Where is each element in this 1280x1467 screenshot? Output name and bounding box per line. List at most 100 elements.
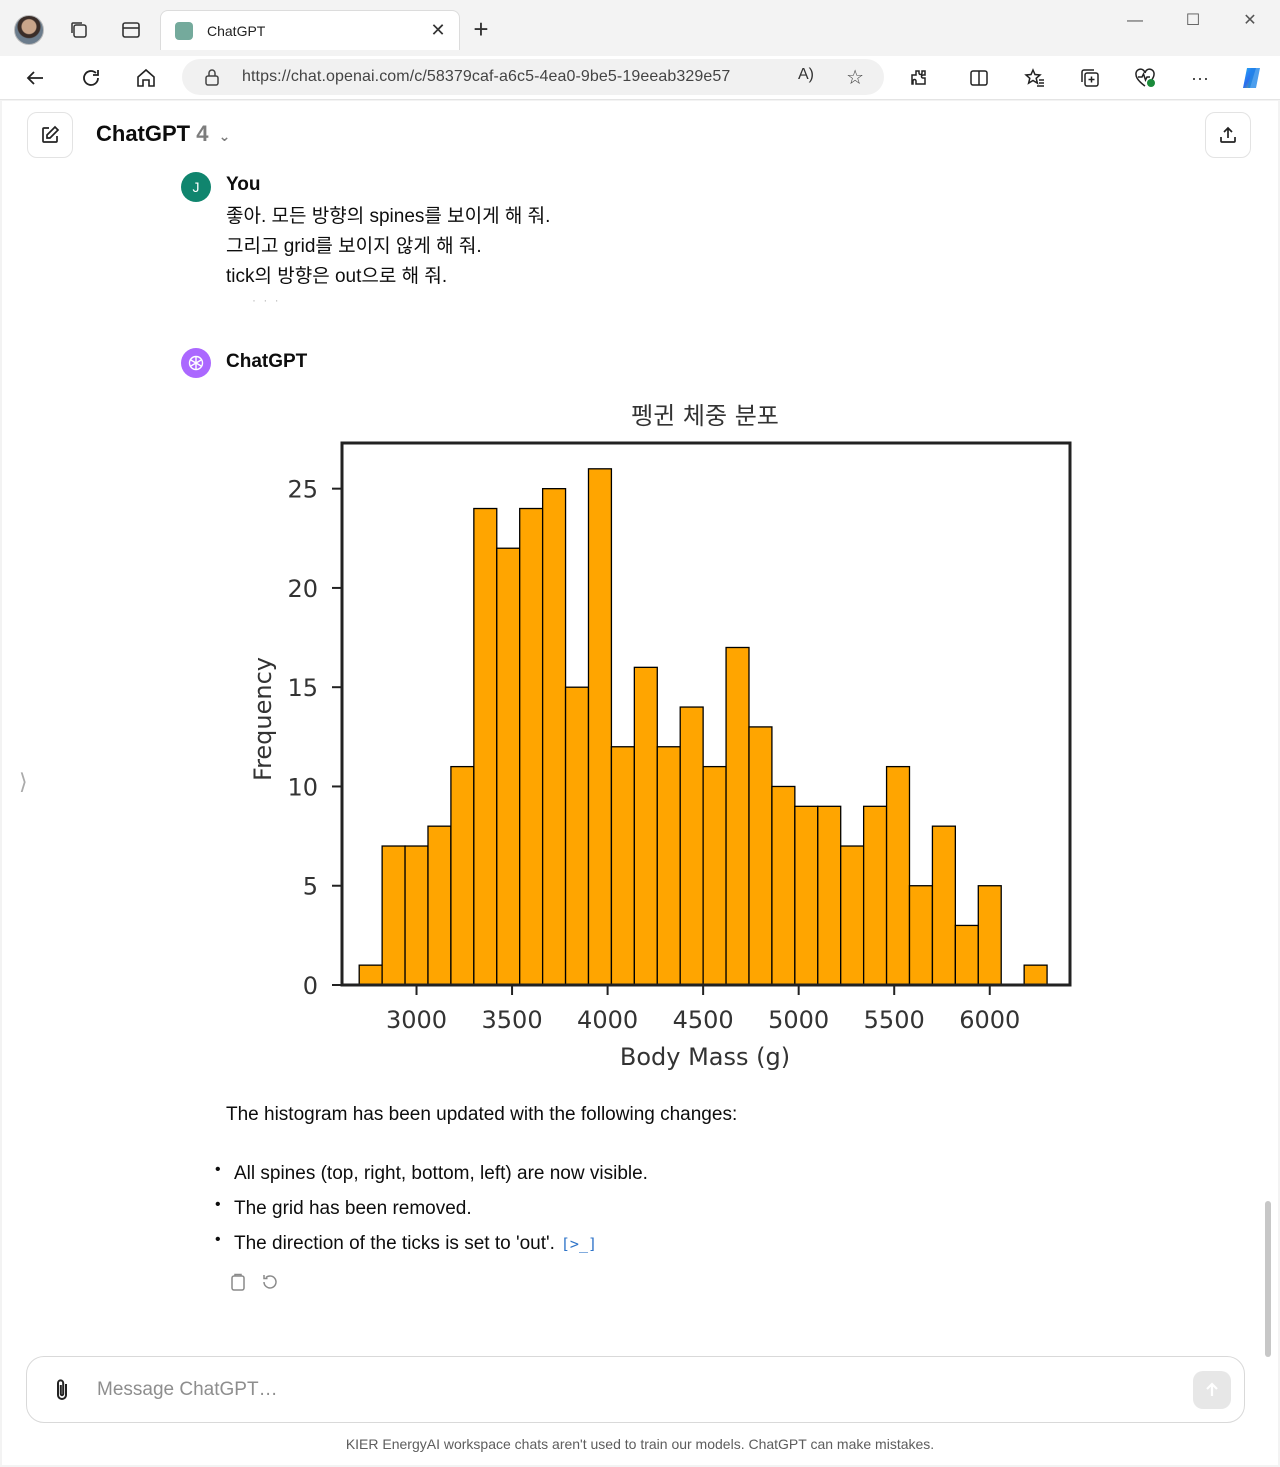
list-item-text: The grid has been removed. — [234, 1198, 472, 1219]
assistant-summary: The histogram has been updated with the … — [226, 1104, 738, 1125]
user-message-text: 좋아. 모든 방향의 spines를 보이게 해 줘. 그리고 grid를 보이… — [226, 202, 550, 292]
view-analysis-link[interactable]: [>_] — [560, 1235, 598, 1253]
url-text[interactable]: https://chat.openai.com/c/58379caf-a6c5-… — [242, 68, 731, 85]
histogram-bar — [427, 825, 452, 986]
histogram-bar — [473, 507, 498, 986]
workspaces-icon[interactable] — [64, 15, 94, 45]
message-composer — [26, 1356, 1245, 1423]
x-tick-label: 5500 — [864, 1006, 925, 1034]
x-tick-label: 3500 — [482, 1006, 543, 1034]
x-tick-label: 4000 — [577, 1006, 638, 1034]
histogram-bar — [931, 825, 957, 986]
y-axis-label: Frequency — [249, 657, 277, 781]
histogram-chart: 펭귄 체중 분포 3000 3500 4000 4500 5000 5500 6000 0 5… — [240, 391, 1088, 1081]
histogram-bar — [541, 488, 567, 986]
histogram-bar — [771, 785, 796, 986]
back-icon[interactable] — [20, 63, 50, 93]
histogram-bars — [358, 468, 1048, 986]
list-item: The grid has been removed. — [214, 1190, 648, 1229]
close-window-icon[interactable]: ✕ — [1243, 12, 1257, 29]
histogram-bar — [1023, 964, 1048, 986]
list-item: All spines (top, right, bottom, left) ar… — [214, 1155, 648, 1194]
address-bar[interactable]: https://chat.openai.com/c/58379caf-a6c5-… — [182, 59, 884, 95]
histogram-bar — [450, 765, 475, 986]
histogram-bar — [725, 646, 750, 986]
histogram-bar — [794, 805, 819, 986]
tab-title: ChatGPT — [207, 23, 266, 39]
close-tab-icon[interactable]: ✕ — [430, 20, 446, 40]
histogram-bar — [862, 805, 888, 986]
model-name: ChatGPT — [96, 121, 191, 146]
histogram-bar — [633, 666, 658, 986]
histogram-svg: 펭귄 체중 분포 3000 3500 4000 4500 5000 5500 6000 0 5… — [249, 402, 1072, 1071]
histogram-bar — [840, 845, 865, 986]
y-tick-label: 5 — [303, 873, 318, 901]
plot-frame — [340, 441, 1072, 987]
extensions-icon[interactable] — [904, 63, 934, 93]
message-input[interactable] — [97, 1369, 1177, 1411]
histogram-bar — [496, 547, 521, 986]
chat-page: ChatGPT 4 ⌄ ⟩ J You 좋아. 모든 방향의 spines를 보… — [2, 101, 1278, 1465]
message-fade — [226, 291, 626, 311]
share-button[interactable] — [1205, 112, 1251, 158]
message-actions — [228, 1272, 280, 1292]
tab-chatgpt[interactable]: ChatGPT ✕ — [160, 10, 460, 50]
more-icon[interactable]: ··· — [1191, 67, 1209, 88]
x-tick-label: 4500 — [673, 1006, 734, 1034]
chatgpt-avatar-icon — [181, 348, 211, 378]
x-tick-label: 5000 — [768, 1006, 829, 1034]
list-item-text: The direction of the ticks is set to 'ou… — [234, 1233, 555, 1254]
minimize-icon[interactable]: — — [1127, 12, 1143, 29]
truncation-ellipsis[interactable]: · · · — [252, 293, 281, 307]
histogram-bar — [358, 964, 383, 986]
new-chat-button[interactable] — [27, 112, 73, 158]
y-tick-label: 10 — [287, 773, 318, 801]
send-button[interactable] — [1193, 1371, 1231, 1409]
copy-icon[interactable] — [228, 1272, 248, 1292]
home-icon[interactable] — [131, 63, 161, 93]
disclaimer-text: KIER EnergyAI workspace chats aren't use… — [345, 1436, 935, 1452]
list-item: The direction of the ticks is set to 'ou… — [214, 1225, 648, 1264]
model-version: 4 — [196, 121, 209, 146]
browser-essentials-icon[interactable] — [1130, 63, 1160, 93]
tab-actions-icon[interactable] — [116, 15, 146, 45]
chart-title: 펭귄 체중 분포 — [631, 402, 779, 430]
model-picker[interactable]: ChatGPT 4 ⌄ — [96, 121, 230, 147]
histogram-bar — [885, 765, 911, 986]
y-tick-label: 15 — [287, 674, 318, 702]
histogram-bar — [817, 805, 842, 986]
user-message-line: tick의 방향은 out으로 해 줘. — [226, 266, 448, 287]
regenerate-icon[interactable] — [260, 1272, 280, 1292]
histogram-bar — [908, 885, 934, 986]
refresh-icon[interactable] — [76, 63, 106, 93]
histogram-bar — [519, 507, 544, 986]
scrollbar-thumb[interactable] — [1265, 1201, 1271, 1357]
paperclip-icon[interactable] — [51, 1377, 73, 1408]
lock-icon[interactable] — [204, 68, 220, 91]
changes-list: All spines (top, right, bottom, left) ar… — [214, 1155, 648, 1264]
maximize-icon[interactable]: ☐ — [1185, 12, 1201, 29]
user-message-line: 좋아. 모든 방향의 spines를 보이게 해 줘. — [226, 206, 551, 227]
split-screen-icon[interactable] — [964, 63, 994, 93]
histogram-bar — [702, 765, 727, 986]
profile-avatar[interactable] — [14, 15, 44, 45]
histogram-bar — [610, 746, 635, 986]
y-tick-label: 25 — [287, 476, 318, 504]
chatgpt-favicon-icon — [175, 22, 193, 40]
user-message-line: 그리고 grid를 보이지 않게 해 줘. — [226, 236, 482, 257]
open-sidebar-icon[interactable]: ⟩ — [19, 769, 28, 794]
assistant-author-label: ChatGPT — [226, 351, 308, 372]
favorite-icon[interactable]: ☆ — [846, 67, 864, 89]
user-avatar: J — [181, 172, 211, 202]
histogram-bar — [748, 726, 773, 986]
new-tab-icon[interactable]: + — [473, 14, 489, 44]
histogram-bar — [679, 706, 704, 986]
y-axis-ticks: 0 5 10 15 20 25 — [287, 476, 341, 1000]
histogram-bar — [954, 924, 979, 986]
read-aloud-icon[interactable]: A) — [798, 66, 814, 83]
collections-icon[interactable] — [1075, 63, 1105, 93]
browser-toolbar: https://chat.openai.com/c/58379caf-a6c5-… — [0, 56, 1280, 100]
copilot-icon[interactable] — [1237, 63, 1267, 93]
histogram-bar — [977, 885, 1002, 986]
favorites-icon[interactable] — [1020, 63, 1050, 93]
